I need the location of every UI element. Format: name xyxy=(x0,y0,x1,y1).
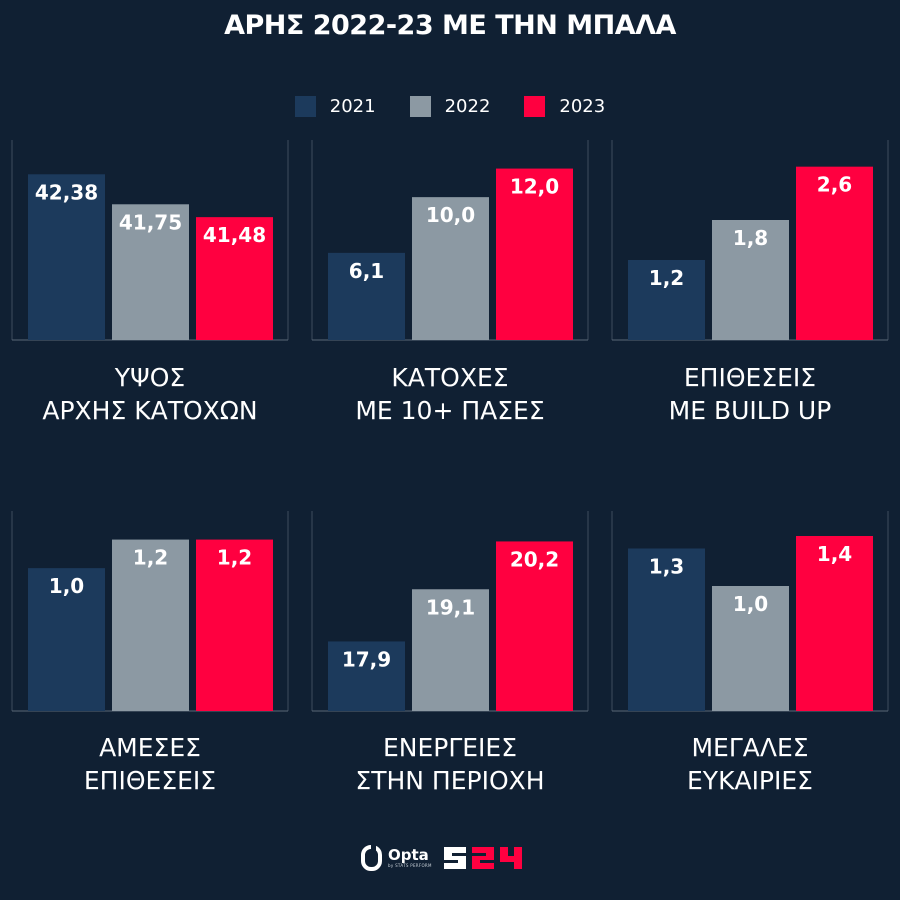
bar-value-label: 42,38 xyxy=(35,180,98,204)
bar-value-label: 1,8 xyxy=(733,226,768,250)
bar-2023 xyxy=(796,166,873,340)
opta-name: Opta xyxy=(388,846,429,864)
s24-logo xyxy=(443,847,522,869)
panel-title-line: ΑΡΧΗΣ ΚΑΤΟΧΩΝ xyxy=(42,396,258,425)
bar-2021 xyxy=(628,548,705,711)
panel-title-1: ΥΨΟΣ ΑΡΧΗΣ ΚΑΤΟΧΩΝ xyxy=(0,361,300,427)
legend-item-2021: 2021 xyxy=(294,95,376,117)
bar-value-label: 6,1 xyxy=(349,259,384,283)
bar-2023 xyxy=(796,536,873,711)
opta-icon xyxy=(361,844,382,871)
bar-2023 xyxy=(496,168,573,340)
bar-2021 xyxy=(628,260,705,340)
bar-2022 xyxy=(712,220,789,340)
bar-2021 xyxy=(328,252,405,340)
legend-swatch xyxy=(409,95,431,117)
bar-2023 xyxy=(196,539,273,711)
bar-2021 xyxy=(28,174,105,340)
page-title: ΑΡΗΣ 2022-23 ΜΕ ΤΗΝ ΜΠΑΛΑ xyxy=(224,10,676,41)
legend-item-2023: 2023 xyxy=(524,95,606,117)
bar-2022 xyxy=(712,586,789,711)
panel-title-2: ΚΑΤΟΧΕΣ ΜΕ 10+ ΠΑΣΕΣ xyxy=(300,361,600,427)
panel-title-line: ΣΤΗΝ ΠΕΡΙΟΧΗ xyxy=(355,766,545,795)
panel-title-line: ΕΠΙΘΕΣΕΙΣ xyxy=(683,363,817,392)
bar-value-label: 10,0 xyxy=(426,203,475,227)
panel-title-line: ΜΕ BUILD UP xyxy=(668,396,832,425)
bar-value-label: 41,48 xyxy=(203,223,266,247)
legend-swatch xyxy=(294,95,316,117)
panel-title-3: ΕΠΙΘΕΣΕΙΣ ΜΕ BUILD UP xyxy=(600,361,900,427)
bar-value-label: 1,0 xyxy=(733,592,768,616)
panel-title-line: ΕΠΙΘΕΣΕΙΣ xyxy=(83,766,217,795)
panel-title-5: ΕΝΕΡΓΕΙΕΣ ΣΤΗΝ ΠΕΡΙΟΧΗ xyxy=(300,731,600,797)
footer-logos: Opta by STATS PERFORM xyxy=(360,838,526,878)
panel-title-line: ΕΥΚΑΙΡΙΕΣ xyxy=(687,766,813,795)
bar-2022 xyxy=(412,197,489,340)
bar-value-label: 1,2 xyxy=(649,266,684,290)
bar-value-label: 41,75 xyxy=(119,210,182,234)
legend-swatch xyxy=(524,95,546,117)
panel-title-4: ΑΜΕΣΕΣ ΕΠΙΘΕΣΕΙΣ xyxy=(0,731,300,797)
bar-value-label: 19,1 xyxy=(426,595,475,619)
panel-title-line: ΥΨΟΣ xyxy=(114,363,186,392)
panel-title-line: ΕΝΕΡΓΕΙΕΣ xyxy=(382,733,518,762)
bar-value-label: 1,2 xyxy=(133,546,168,570)
legend-label: 2022 xyxy=(444,95,491,117)
panel-title-line: ΜΕΓΑΛΕΣ xyxy=(691,733,809,762)
legend-label: 2021 xyxy=(329,95,376,117)
panel-title-6: ΜΕΓΑΛΕΣ ΕΥΚΑΙΡΙΕΣ xyxy=(600,731,900,797)
bar-2022 xyxy=(112,204,189,340)
panel-title-line: ΚΑΤΟΧΕΣ xyxy=(391,363,509,392)
bar-value-label: 17,9 xyxy=(342,647,391,671)
bar-value-label: 1,2 xyxy=(217,546,252,570)
bar-value-label: 1,3 xyxy=(649,555,684,579)
bar-2021 xyxy=(28,568,105,711)
legend-label: 2023 xyxy=(559,95,606,117)
bar-2023 xyxy=(496,541,573,711)
bar-2022 xyxy=(412,589,489,711)
panel-title-line: ΜΕ 10+ ΠΑΣΕΣ xyxy=(355,396,545,425)
bar-value-label: 1,4 xyxy=(817,542,852,566)
legend: 2021 2022 2023 xyxy=(0,94,900,118)
bar-value-label: 2,6 xyxy=(817,173,852,197)
bar-value-label: 1,0 xyxy=(49,574,84,598)
opta-logo: Opta by STATS PERFORM xyxy=(360,844,432,872)
legend-item-2022: 2022 xyxy=(409,95,491,117)
bar-2022 xyxy=(112,539,189,711)
opta-sub: by STATS PERFORM xyxy=(388,863,432,868)
bar-2023 xyxy=(196,217,273,340)
bar-value-label: 12,0 xyxy=(510,175,559,199)
bar-value-label: 20,2 xyxy=(510,547,559,571)
bar-2021 xyxy=(328,641,405,711)
panel-title-line: ΑΜΕΣΕΣ xyxy=(99,733,201,762)
